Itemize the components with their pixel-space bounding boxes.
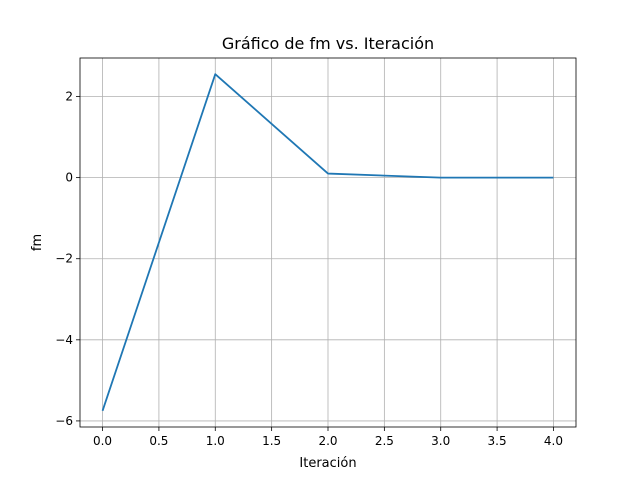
x-tick-label: 4.0 [544, 434, 563, 448]
x-tick-label: 3.5 [488, 434, 507, 448]
tick-layer: 0.0 0.5 1.0 1.5 2.0 2.5 3.0 3.5 4.0 −6 −4 −2 0 2 [55, 90, 563, 448]
y-axis-label: fm [30, 234, 45, 251]
x-tick-label: 2.0 [318, 434, 337, 448]
series-line-0 [101, 73, 554, 412]
chart-title: Gráfico de fm vs. Iteración [222, 34, 434, 53]
x-tick-label: 0.5 [149, 434, 168, 448]
y-tick-label: −2 [55, 252, 73, 266]
y-tick-label: −4 [55, 333, 73, 347]
x-tick-label: 0.0 [93, 434, 112, 448]
y-tick-label: −6 [55, 414, 73, 428]
x-tick-label: 3.0 [431, 434, 450, 448]
y-tick-label: 2 [65, 90, 73, 104]
x-tick-label: 2.5 [375, 434, 394, 448]
grid-layer [80, 58, 576, 427]
x-tick-label: 1.5 [262, 434, 281, 448]
x-tick-label: 1.0 [206, 434, 225, 448]
x-axis-label: Iteración [299, 456, 356, 471]
series-layer [101, 73, 554, 412]
y-tick-label: 0 [65, 171, 73, 185]
